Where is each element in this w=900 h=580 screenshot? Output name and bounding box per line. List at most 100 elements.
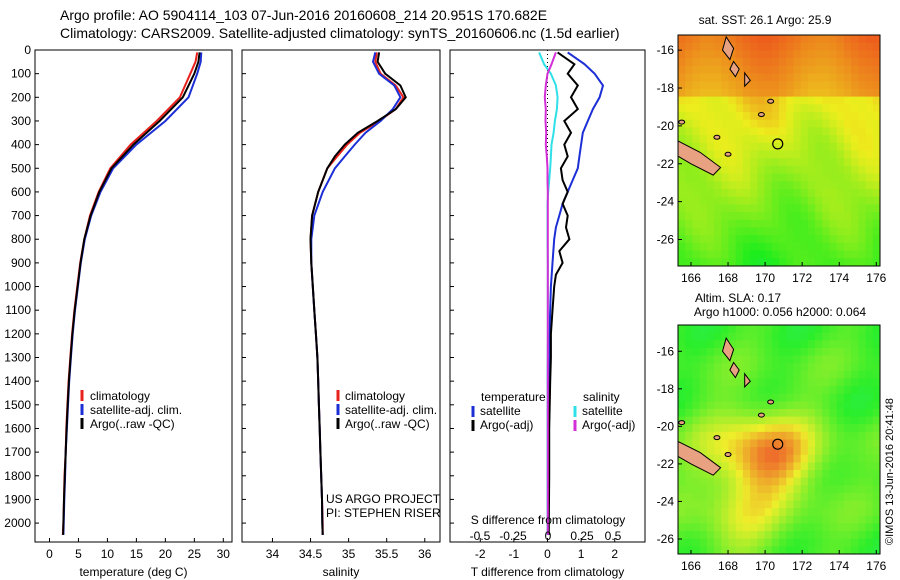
map-cell [822,88,831,98]
map-cell [843,523,852,532]
map-cell [865,58,874,67]
map-cell [742,431,751,441]
map-cell [779,492,787,502]
map-cell [728,142,737,152]
map-cell [764,158,773,167]
map-cell [836,492,845,502]
map-cell [807,378,816,387]
map-cell [872,500,880,509]
map-cell [872,454,880,463]
map-cell [858,508,867,517]
map-cell [800,119,809,128]
map-cell [678,363,686,372]
map-cell [865,347,874,357]
map-cell [735,439,744,448]
map-cell [750,515,758,525]
map-cell [692,81,701,90]
map-cell [750,158,758,167]
map-cell [721,112,730,121]
map-cell [714,119,722,128]
legend-group-title: temperature [481,390,546,404]
map-cell [728,447,737,456]
series-line-black [309,52,407,535]
map-cell [843,340,852,349]
map-cell [800,431,809,441]
map-cell [800,104,809,113]
map-cell [742,508,751,517]
map-cell [786,196,795,205]
map-cell [742,135,751,144]
map-cell [685,363,694,372]
map-cell [735,142,744,152]
map-cell [822,150,831,159]
map-cell [714,416,722,425]
map-cell [721,325,730,334]
map-cell [807,212,816,221]
legend-label: satellite [480,404,521,418]
map-cell [750,462,758,471]
map-cell [865,127,874,136]
map-cell [699,35,708,44]
map-cell [836,325,845,334]
map-cell [699,485,708,494]
map-cell [865,393,874,402]
map-cell [836,424,845,433]
s-tick-label: 0.5 [605,529,622,543]
map-cell [721,119,730,128]
map-cell [800,370,809,380]
map-cell [843,447,852,456]
map-cell [786,258,795,266]
map-cell [742,325,751,334]
map-cell [786,477,795,486]
map-cell [872,112,880,121]
map-cell [685,508,694,517]
map-cell [750,204,758,213]
map-cell [843,181,852,190]
map-cell [865,500,874,509]
map-cell [692,401,701,410]
map-cell [836,363,845,372]
map-cell [843,477,852,486]
map-cell [843,508,852,517]
map-cell [714,35,722,44]
map-cell [714,196,722,205]
map-cell [678,96,686,105]
map-cell [685,401,694,410]
x-tick-label: 174 [829,559,849,573]
x-tick-label: 15 [130,547,144,561]
map-cell [865,196,874,205]
map-cell [678,393,686,402]
map-cell [807,88,816,98]
float-position-marker [772,438,784,450]
map-cell [721,173,730,182]
map-cell [764,258,773,266]
map-cell [742,250,751,259]
map-cell [779,325,787,334]
map-cell [764,58,773,67]
map-cell [836,250,845,259]
map-cell [742,424,751,433]
map-cell [728,81,737,90]
map-cell [865,340,874,349]
map-cell [815,42,823,51]
map-cell [721,401,730,410]
map-cell [764,173,773,182]
map-cell [721,219,730,229]
y-tick-label: 700 [11,209,31,223]
map-cell [750,424,758,433]
map-cell [872,65,880,75]
y-tick-label: -20 [657,119,675,133]
map-cell [692,227,701,236]
map-cell [836,58,845,67]
map-cell [800,393,809,402]
map-cell [742,189,751,198]
map-cell [706,96,715,105]
map-cell [742,119,751,128]
map-cell [771,401,780,410]
map-cell [714,523,722,532]
map-cell [714,515,722,525]
y-tick-label: -26 [657,532,675,546]
map-cell [843,165,852,175]
map-cell [699,363,708,372]
map-cell [865,65,874,75]
